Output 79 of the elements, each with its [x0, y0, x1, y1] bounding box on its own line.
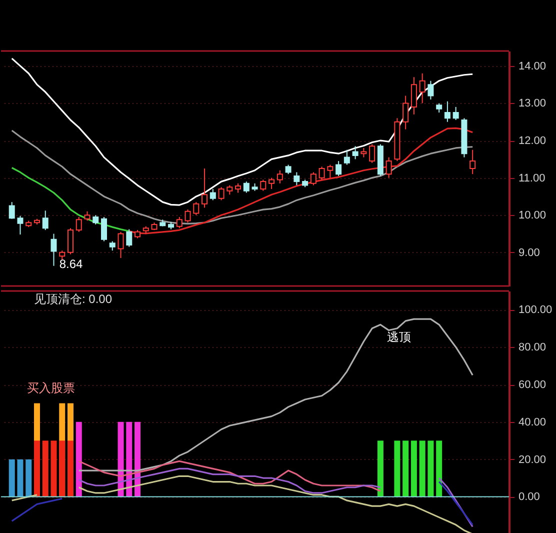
- line-series: [11, 58, 474, 206]
- y-tick-label: 10.00: [518, 210, 546, 222]
- candlestick: [318, 166, 325, 180]
- y-tick-label: 14.00: [518, 60, 546, 72]
- y-tick-label: 13.00: [518, 98, 546, 110]
- y-tick-label: 20.00: [518, 454, 546, 466]
- candlestick: [336, 160, 342, 176]
- candlestick: [436, 102, 442, 114]
- candlestick: [360, 147, 367, 158]
- y-tick-label: 0.00: [518, 491, 540, 504]
- candlestick: [202, 168, 208, 208]
- candlestick: [193, 202, 200, 216]
- candlestick: [59, 250, 66, 260]
- candlestick: [444, 100, 450, 122]
- candlestick: [118, 231, 124, 259]
- candlestick: [226, 184, 233, 196]
- candlestick: [50, 233, 57, 266]
- candlestick: [294, 172, 300, 186]
- candlestick: [92, 214, 99, 225]
- candlestick: [184, 209, 191, 224]
- candlestick: [235, 182, 242, 194]
- y-tick-label: 12.00: [518, 135, 546, 148]
- candlestick: [176, 216, 182, 229]
- line-series: [78, 318, 474, 472]
- candlestick: [344, 149, 350, 166]
- candlestick: [410, 76, 417, 115]
- candlestick: [452, 106, 459, 121]
- candlestick: [402, 95, 409, 130]
- candlestick: [8, 202, 15, 220]
- candlestick: [276, 170, 283, 184]
- candlestick: [419, 72, 426, 104]
- candlestick: [126, 228, 132, 248]
- candlestick: [101, 216, 108, 242]
- annotation: 8.64: [59, 257, 83, 271]
- candlestick: [218, 186, 224, 201]
- candlestick: [386, 156, 392, 178]
- candlestick: [268, 177, 275, 190]
- bar: [59, 440, 66, 497]
- bar: [436, 440, 442, 497]
- y-tick-label: 9.00: [518, 246, 540, 259]
- bar: [50, 440, 57, 497]
- bar: [402, 440, 409, 497]
- bar: [377, 440, 384, 497]
- y-tick-label: 60.00: [518, 379, 546, 392]
- bar: [34, 440, 40, 497]
- candlestick: [243, 181, 250, 194]
- candlestick: [84, 210, 90, 222]
- candlestick: [76, 216, 82, 232]
- candlestick: [327, 164, 334, 178]
- candlestick: [352, 146, 358, 160]
- bar: [394, 440, 400, 497]
- candlestick: [470, 149, 476, 175]
- candlestick: [42, 210, 48, 231]
- bar: [17, 459, 24, 497]
- y-tick-label: 40.00: [518, 416, 546, 428]
- bar: [26, 459, 32, 497]
- candlestick: [68, 228, 74, 255]
- candlestick: [17, 215, 24, 236]
- bar: [76, 422, 82, 497]
- y-tick-label: 11.00: [518, 172, 546, 184]
- line-series: [78, 460, 382, 492]
- candlestick: [260, 179, 266, 192]
- candlestick: [109, 240, 116, 252]
- bar: [419, 440, 426, 497]
- chart-title: 见顶清仓: 0.00: [34, 292, 112, 306]
- annotation: 逃顶: [387, 330, 411, 344]
- bar: [42, 440, 48, 497]
- bar: [68, 440, 74, 497]
- y-tick-label: 80.00: [518, 342, 546, 354]
- candlestick: [210, 188, 216, 201]
- y-tick-label: 100.00: [518, 304, 552, 316]
- bar: [410, 440, 417, 497]
- candlestick: [369, 144, 376, 164]
- annotation: 买入股票: [27, 381, 75, 395]
- candlestick: [310, 172, 316, 186]
- candlestick: [428, 80, 434, 100]
- candlestick: [285, 164, 292, 175]
- bar: [8, 459, 15, 497]
- bar: [428, 440, 434, 497]
